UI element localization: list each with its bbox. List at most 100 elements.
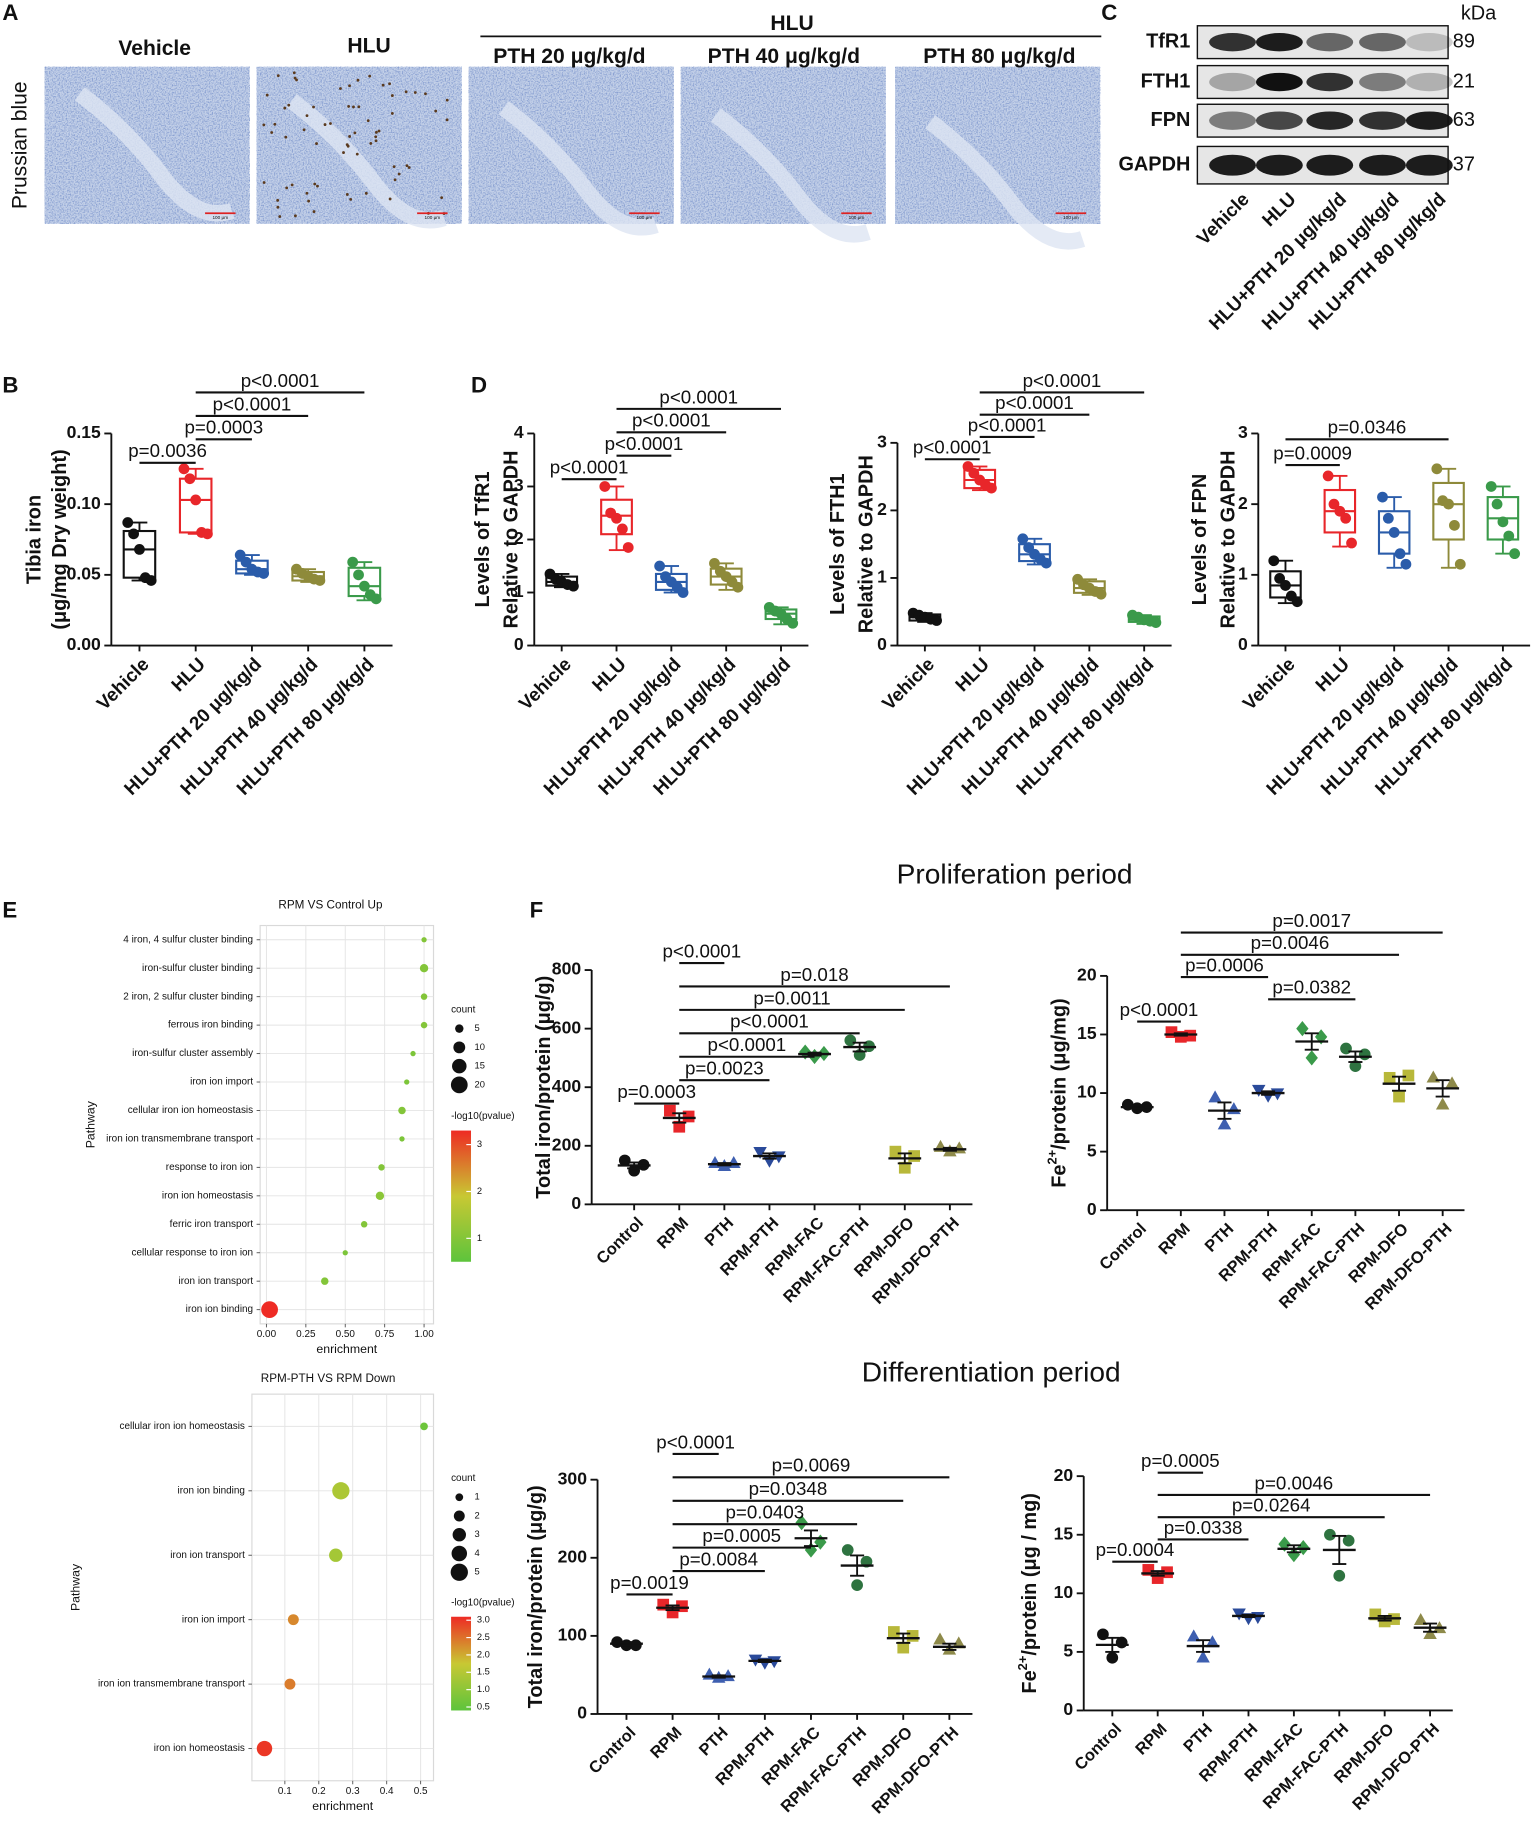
data-point — [851, 1579, 863, 1591]
data-point — [1205, 1635, 1220, 1648]
y-axis-label-part: Fe — [1049, 1165, 1071, 1188]
micrograph-texture — [895, 66, 1101, 224]
data-point — [1382, 512, 1394, 524]
blot-band — [1209, 32, 1256, 52]
significance-label: p=0.0006 — [1185, 954, 1264, 975]
significance-label: p=0.0338 — [1164, 1517, 1243, 1538]
size-legend-label: 4 — [475, 1548, 480, 1558]
y-tick-label: ferrous iron binding — [168, 1020, 253, 1031]
y-tick-label: iron ion transmembrane transport — [98, 1679, 245, 1690]
data-point — [1342, 1534, 1355, 1547]
iron-deposit — [305, 114, 309, 118]
colorbar-tick-label: 2.5 — [477, 1632, 490, 1642]
size-legend-label: 10 — [475, 1042, 485, 1052]
significance-label: p=0.0382 — [1272, 977, 1351, 998]
size-legend-mark — [453, 1510, 465, 1522]
data-point — [1413, 1612, 1428, 1625]
data-point — [622, 542, 634, 553]
blot-band — [1306, 111, 1354, 130]
size-legend-label: 3 — [475, 1529, 480, 1539]
data-point — [772, 1151, 786, 1164]
significance-label: p=0.0036 — [128, 440, 207, 461]
molecular-weight: 37 — [1453, 153, 1475, 175]
x-tick-label: 0.2 — [312, 1786, 326, 1797]
iron-deposit — [292, 71, 296, 75]
y-tick-label: 20 — [1054, 1465, 1074, 1485]
significance-label: p=0.0003 — [184, 417, 263, 438]
significance-label: p<0.0001 — [662, 940, 741, 961]
y-tick-label: 0 — [577, 1703, 587, 1723]
data-point — [677, 587, 689, 598]
data-point — [1340, 512, 1352, 524]
colorbar — [451, 1130, 472, 1262]
bubble — [261, 1301, 278, 1319]
data-point — [1449, 519, 1460, 531]
iron-deposit — [348, 84, 351, 88]
significance-label: p=0.0009 — [1273, 443, 1352, 464]
y-tick-label: 0 — [514, 634, 524, 654]
iron-deposit — [388, 197, 392, 201]
data-point — [1017, 533, 1029, 545]
molecular-weight: 63 — [1453, 109, 1475, 131]
significance-label: p<0.0001 — [605, 433, 684, 454]
y-axis-label-part: Fe — [1019, 1670, 1041, 1693]
iron-deposit — [440, 196, 444, 200]
column-label: HLU — [347, 34, 390, 57]
data-point — [1208, 1090, 1222, 1103]
data-point — [234, 549, 246, 561]
data-point — [1509, 548, 1521, 560]
significance-label: p=0.0346 — [1328, 417, 1407, 438]
unit-label: kDa — [1461, 2, 1497, 24]
scale-bar-label: 100 μm — [637, 215, 653, 220]
chart-title: RPM-PTH VS RPM Down — [261, 1372, 396, 1385]
data-point — [240, 556, 252, 568]
y-tick-label: 300 — [558, 1468, 588, 1488]
significance-label: p=0.0046 — [1255, 1472, 1334, 1493]
y-axis-label: Relative to GAPDH — [855, 455, 877, 633]
y-tick-label: iron-sulfur cluster binding — [142, 963, 253, 974]
significance-label: p=0.0023 — [685, 1058, 764, 1079]
iron-deposit — [345, 143, 349, 147]
data-point — [841, 1544, 854, 1556]
data-point — [844, 1034, 857, 1047]
colorbar-tick-label: 1 — [477, 1233, 482, 1243]
protein-label: FTH1 — [1141, 70, 1191, 92]
y-tick-label: 200 — [558, 1546, 588, 1566]
y-tick-label: iron ion binding — [177, 1485, 244, 1496]
significance-label: p<0.0001 — [913, 437, 992, 458]
iron-deposit — [397, 172, 401, 176]
chart-title: RPM VS Control Up — [278, 899, 383, 912]
bubble — [375, 1191, 385, 1201]
size-legend-label: 20 — [475, 1079, 485, 1089]
iron-deposit — [369, 142, 373, 145]
column-label: PTH 40 μg/kg/d — [708, 45, 860, 68]
iron-deposit — [374, 135, 378, 139]
y-tick-label: 4 — [514, 422, 524, 442]
significance-label: p<0.0001 — [659, 386, 738, 407]
section-title: Differentiation period — [862, 1357, 1121, 1388]
significance-label: p<0.0001 — [656, 1431, 735, 1452]
significance-label: p=0.0348 — [749, 1478, 828, 1499]
iron-deposit — [377, 129, 381, 133]
y-tick-label: cellular iron ion homeostasis — [120, 1421, 245, 1432]
data-point — [1340, 1042, 1352, 1055]
size-legend-label: 15 — [475, 1061, 485, 1071]
y-tick-label: 2 iron, 2 sulfur cluster binding — [123, 991, 253, 1002]
size-legend-mark — [450, 1076, 468, 1094]
y-axis-label-part: 2+ — [1044, 1150, 1059, 1165]
y-tick-label: 1 — [1238, 563, 1248, 583]
bubble — [421, 937, 427, 943]
box — [178, 477, 213, 534]
data-point — [931, 615, 942, 626]
trabecula — [498, 101, 659, 236]
y-tick-label: iron-sulfur cluster assembly — [132, 1048, 253, 1059]
y-tick-label: iron ion transmembrane transport — [106, 1134, 253, 1145]
significance-label: p=0.0084 — [679, 1548, 758, 1569]
y-axis-label: Tibia iron — [23, 495, 45, 584]
y-tick-label: iron ion transport — [170, 1550, 245, 1561]
x-tick-label: 0.1 — [278, 1786, 292, 1797]
panel-letter: B — [2, 372, 18, 397]
iron-deposit — [285, 186, 289, 190]
colorbar-tick-label: 1.5 — [477, 1667, 490, 1677]
iron-deposit — [349, 197, 353, 201]
